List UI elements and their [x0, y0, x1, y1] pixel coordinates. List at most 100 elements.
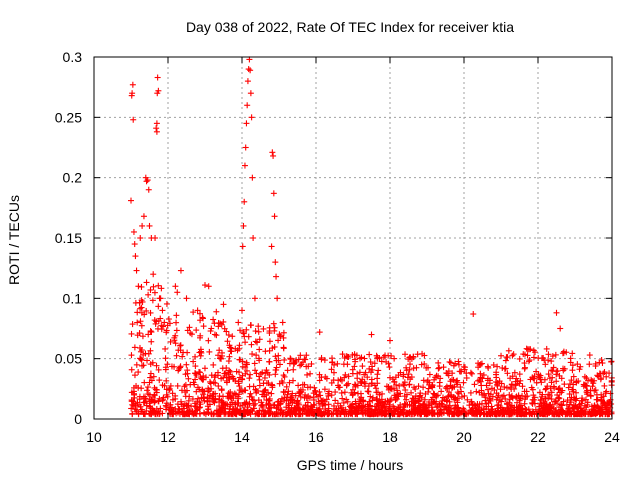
data-point: [173, 312, 180, 319]
data-point: [199, 386, 206, 393]
data-point: [601, 369, 608, 376]
data-point: [153, 125, 160, 132]
y-axis-label: ROTI / TECUs: [6, 195, 22, 285]
data-point: [523, 409, 530, 416]
data-point: [388, 396, 395, 403]
data-point: [501, 383, 508, 390]
data-point: [197, 346, 204, 353]
data-point: [270, 152, 277, 159]
data-point: [256, 346, 263, 353]
data-point: [133, 267, 140, 274]
data-point: [243, 326, 250, 333]
data-point: [374, 355, 381, 362]
data-point: [602, 390, 609, 397]
data-point: [557, 401, 564, 408]
data-point: [502, 357, 509, 364]
data-point: [431, 391, 438, 398]
data-point: [133, 408, 140, 415]
data-point: [152, 411, 159, 418]
data-point: [550, 364, 557, 371]
data-point: [243, 120, 250, 127]
data-point: [172, 340, 179, 347]
data-point: [352, 382, 359, 389]
data-point: [229, 333, 236, 340]
data-point: [361, 383, 368, 390]
data-point: [296, 388, 303, 395]
data-point: [269, 345, 276, 352]
data-point: [478, 400, 485, 407]
data-point: [566, 390, 573, 397]
data-point: [348, 402, 355, 409]
data-point: [139, 408, 146, 415]
data-point: [588, 376, 595, 383]
data-point: [541, 376, 548, 383]
data-point: [162, 366, 169, 373]
data-point: [232, 345, 239, 352]
data-point: [155, 87, 162, 94]
data-point: [326, 410, 333, 417]
data-point: [220, 301, 227, 308]
data-point: [149, 297, 156, 304]
data-point: [128, 197, 134, 204]
data-point: [533, 411, 540, 418]
y-tick-label: 0.1: [63, 290, 83, 306]
data-point: [252, 338, 259, 345]
data-point: [328, 366, 335, 373]
data-point: [255, 328, 262, 335]
data-point: [279, 319, 286, 326]
data-point: [493, 396, 500, 403]
data-point: [297, 352, 304, 359]
data-point: [553, 309, 560, 316]
data-point: [436, 364, 443, 371]
data-point: [205, 410, 212, 417]
data-point: [163, 300, 170, 307]
data-point: [286, 379, 293, 386]
data-point: [323, 396, 330, 403]
data-point: [172, 283, 179, 290]
data-point: [526, 357, 533, 364]
data-point: [150, 393, 157, 400]
data-point: [341, 374, 348, 381]
data-point: [280, 345, 287, 352]
data-point: [497, 404, 504, 411]
data-point: [215, 383, 222, 390]
data-point: [221, 402, 228, 409]
data-point: [162, 355, 169, 362]
data-point: [468, 398, 475, 405]
data-point: [344, 353, 351, 360]
data-point: [213, 308, 220, 315]
data-point: [180, 403, 187, 410]
data-point: [254, 409, 261, 416]
data-point: [354, 390, 361, 397]
data-point: [480, 372, 487, 379]
data-point: [406, 408, 413, 415]
data-point: [394, 392, 401, 399]
data-point: [355, 408, 362, 415]
data-point: [421, 396, 428, 403]
data-point: [439, 401, 446, 408]
data-point: [173, 410, 180, 417]
data-point: [265, 400, 272, 407]
data-point: [194, 395, 201, 402]
data-point: [256, 382, 263, 389]
data-point: [155, 303, 162, 310]
data-point: [439, 394, 446, 401]
data-point: [280, 388, 287, 395]
data-point: [297, 362, 304, 369]
data-point: [516, 371, 523, 378]
data-point: [498, 398, 505, 405]
data-point: [129, 321, 136, 328]
data-point: [455, 404, 462, 411]
data-point: [435, 359, 442, 366]
data-point: [187, 330, 194, 337]
data-point: [542, 395, 549, 402]
data-point: [171, 334, 178, 341]
data-point: [329, 355, 336, 362]
data-point: [266, 358, 273, 365]
data-point: [145, 350, 152, 357]
data-point: [570, 388, 577, 395]
data-point: [364, 374, 371, 381]
data-point: [458, 388, 465, 395]
data-point: [352, 398, 359, 405]
data-point: [466, 402, 473, 409]
